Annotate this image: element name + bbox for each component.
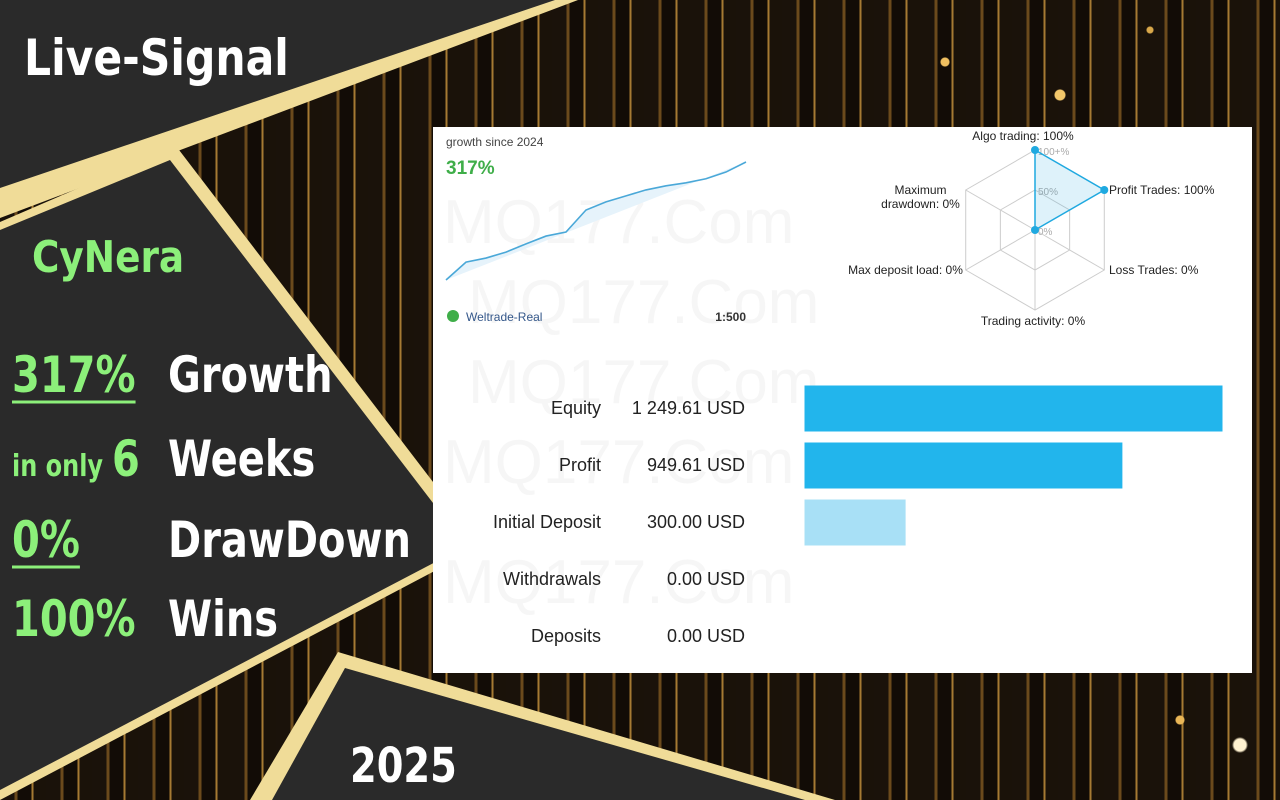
leverage: 1:500 bbox=[715, 310, 746, 324]
stat-row: 317% Growth bbox=[12, 346, 333, 405]
stat-value: 100% bbox=[12, 590, 136, 649]
stat-row: 0% DrawDown bbox=[12, 511, 411, 570]
radar-label: Trading activity: 0% bbox=[980, 314, 1086, 328]
dark-panel bbox=[0, 0, 555, 188]
stat-label: Growth bbox=[168, 346, 333, 405]
bar-category: Withdrawals bbox=[503, 569, 601, 589]
stat-value: 6 bbox=[112, 430, 140, 489]
charts: growth since 2024 317% Weltrade-Real 1:5… bbox=[445, 135, 1223, 646]
stat-row: 100% Wins bbox=[12, 590, 278, 649]
radar-label: Loss Trades: 0% bbox=[1109, 263, 1199, 277]
value-label: 0.00 USD bbox=[667, 569, 745, 589]
radar-label: Profit Trades: 100% bbox=[1109, 183, 1215, 197]
stat-prefix: in only bbox=[12, 449, 103, 483]
spoke bbox=[1034, 229, 1105, 271]
r-tick-label: 50% bbox=[1038, 187, 1058, 198]
spoke bbox=[965, 229, 1036, 271]
value-label: 0.00 USD bbox=[667, 626, 745, 646]
value-label: 300.00 USD bbox=[647, 512, 745, 532]
dark-panel bbox=[0, 160, 466, 790]
growth-title: growth since 2024 bbox=[446, 135, 544, 149]
bar-category: Equity bbox=[551, 398, 601, 418]
value-label: 949.61 USD bbox=[647, 455, 745, 475]
verified-icon bbox=[447, 310, 459, 322]
radar-point bbox=[1031, 226, 1039, 234]
radar-label: Maximum drawdown: 0% bbox=[881, 183, 960, 211]
growth-value: 317% bbox=[446, 158, 495, 179]
stat-row: in only 6 Weeks bbox=[12, 430, 315, 489]
r-tick-label: 0% bbox=[1038, 227, 1053, 238]
bar bbox=[804, 499, 906, 546]
broker: Weltrade-Real bbox=[466, 310, 542, 324]
r-tick-label: 100+% bbox=[1038, 147, 1070, 158]
year: 2025 bbox=[350, 739, 457, 794]
radar-label: Max deposit load: 0% bbox=[848, 263, 963, 277]
product-name: CyNera bbox=[32, 231, 184, 283]
line bbox=[445, 161, 747, 281]
stat-value: 317% bbox=[12, 346, 136, 405]
bar bbox=[804, 385, 1223, 432]
stat-label: DrawDown bbox=[168, 511, 411, 570]
stat-label: Wins bbox=[168, 590, 278, 649]
stat-label: Weeks bbox=[168, 430, 315, 489]
area bbox=[446, 162, 746, 280]
stat-value: 0% bbox=[12, 511, 80, 570]
signal-panel: MQ177.ComMQ177.ComMQ177.ComMQ177.ComMQ17… bbox=[433, 127, 1252, 673]
bar-category: Initial Deposit bbox=[493, 512, 601, 532]
spoke bbox=[965, 189, 1036, 231]
radar-label: Algo trading: 100% bbox=[972, 129, 1074, 143]
radar-area bbox=[1034, 148, 1106, 232]
bar-category: Deposits bbox=[531, 626, 601, 646]
dark-panel bbox=[272, 668, 805, 800]
banner-title: Live-Signal bbox=[24, 29, 289, 87]
radar-point bbox=[1031, 146, 1039, 154]
radar-point bbox=[1100, 186, 1109, 194]
bar bbox=[804, 442, 1123, 489]
bar-category: Profit bbox=[559, 455, 601, 475]
value-label: 1 249.61 USD bbox=[632, 398, 745, 418]
